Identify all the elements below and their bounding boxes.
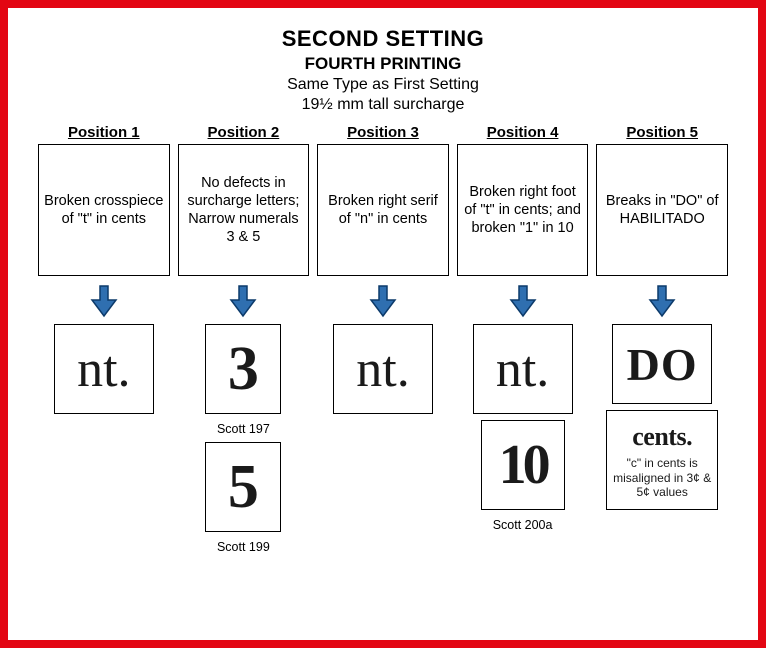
- specimen-stack: nt.10 Scott 200a: [473, 324, 573, 532]
- column-3: Position 3 Broken right serif of "n" in c…: [317, 124, 449, 554]
- position-label: Position 3: [347, 124, 419, 141]
- specimen-note: "c" in cents is misaligned in 3¢ & 5¢ va…: [611, 456, 713, 499]
- specimen-stack: nt.: [333, 324, 433, 414]
- specimen-text: cents.: [632, 422, 692, 452]
- specimen-box: 3: [205, 324, 281, 414]
- specimen-stack: nt.: [54, 324, 154, 414]
- specimen-box: nt.: [333, 324, 433, 414]
- specimen-box: 10: [481, 420, 565, 510]
- down-arrow-icon: [369, 284, 397, 318]
- columns: Position 1 Broken crosspiece of "t" in ce…: [38, 124, 728, 554]
- description-box: Broken crosspiece of "t" in cents: [38, 144, 170, 276]
- specimen-caption: Scott 197: [217, 422, 270, 436]
- diagram-frame: SECOND SETTING FOURTH PRINTING Same Type…: [0, 0, 766, 648]
- down-arrow-icon: [648, 284, 676, 318]
- specimen-stack: DO cents. "c" in cents is misaligned in 3¢…: [606, 324, 718, 510]
- specimen-box: 5: [205, 442, 281, 532]
- title: SECOND SETTING: [38, 26, 728, 52]
- down-arrow-icon: [90, 284, 118, 318]
- specimen-box: cents. "c" in cents is misaligned in 3¢ &…: [606, 410, 718, 510]
- column-5: Position 5 Breaks in "DO" of HABILITADO D…: [596, 124, 728, 554]
- position-label: Position 2: [208, 124, 280, 141]
- position-label: Position 1: [68, 124, 140, 141]
- down-arrow-icon: [229, 284, 257, 318]
- description-box: No defects in surcharge letters; Narrow …: [178, 144, 310, 276]
- specimen-box: nt.: [54, 324, 154, 414]
- specimen-caption: Scott 200a: [493, 518, 553, 532]
- subtitle: FOURTH PRINTING: [38, 54, 728, 74]
- specimen-box: DO: [612, 324, 712, 404]
- description-box: Breaks in "DO" of HABILITADO: [596, 144, 728, 276]
- column-4: Position 4 Broken right foot of "t" in ce…: [457, 124, 589, 554]
- description-box: Broken right serif of "n" in cents: [317, 144, 449, 276]
- specimen-box: nt.: [473, 324, 573, 414]
- position-label: Position 4: [487, 124, 559, 141]
- down-arrow-icon: [509, 284, 537, 318]
- column-2: Position 2 No defects in surcharge letter…: [178, 124, 310, 554]
- subline-1: Same Type as First Setting: [38, 76, 728, 94]
- header: SECOND SETTING FOURTH PRINTING Same Type…: [38, 26, 728, 114]
- column-1: Position 1 Broken crosspiece of "t" in ce…: [38, 124, 170, 554]
- subline-2: 19½ mm tall surcharge: [38, 96, 728, 114]
- position-label: Position 5: [626, 124, 698, 141]
- specimen-caption: Scott 199: [217, 540, 270, 554]
- specimen-stack: 3 Scott 197 5 Scott 199: [205, 324, 281, 554]
- description-box: Broken right foot of "t" in cents; and b…: [457, 144, 589, 276]
